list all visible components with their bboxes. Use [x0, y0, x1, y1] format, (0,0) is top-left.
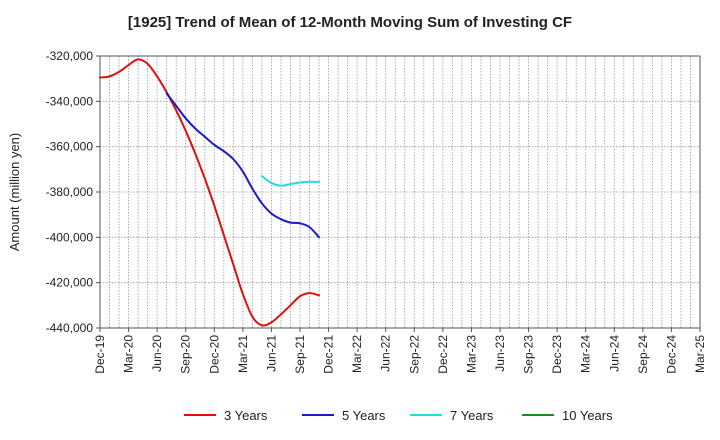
y-tick-label: -440,000 — [46, 321, 94, 335]
x-tick-label: Jun-23 — [493, 335, 507, 372]
x-tick-label: Dec-22 — [436, 335, 450, 374]
y-tick-label: -340,000 — [46, 94, 94, 108]
x-tick-label: Dec-24 — [664, 335, 678, 374]
chart-title: [1925] Trend of Mean of 12-Month Moving … — [128, 14, 572, 31]
x-tick-label: Mar-21 — [236, 335, 250, 373]
y-tick-label: -380,000 — [46, 185, 94, 199]
x-tick-label: Mar-25 — [693, 335, 707, 373]
series-group — [99, 58, 321, 327]
x-tick-label: Jun-21 — [264, 335, 278, 372]
legend-label: 10 Years — [562, 408, 613, 423]
x-tick-label: Mar-24 — [579, 335, 593, 373]
x-axis: Dec-19 Mar-20 Jun-20 Sep-20 Dec-20 Mar-21 Jun-… — [93, 328, 707, 374]
y-tick-label: -400,000 — [46, 230, 94, 244]
y-tick-label: -320,000 — [46, 49, 94, 63]
series-line-3-years — [99, 58, 321, 327]
x-tick-label: Dec-20 — [207, 335, 221, 374]
x-tick-label: Dec-23 — [550, 335, 564, 374]
x-tick-label: Jun-20 — [150, 335, 164, 372]
x-tick-label: Mar-22 — [350, 335, 364, 373]
y-tick-label: -360,000 — [46, 140, 94, 154]
legend-label: 5 Years — [342, 408, 386, 423]
series-line-7-years — [260, 175, 321, 187]
x-tick-label: Mar-23 — [464, 335, 478, 373]
x-tick-label: Jun-22 — [379, 335, 393, 372]
series-line-5-years — [165, 92, 321, 239]
legend-label: 7 Years — [450, 408, 494, 423]
x-tick-label: Sep-23 — [522, 335, 536, 374]
x-tick-label: Sep-21 — [293, 335, 307, 374]
x-tick-label: Dec-19 — [93, 335, 107, 374]
grid — [100, 55, 700, 329]
x-tick-label: Sep-22 — [407, 335, 421, 374]
x-tick-label: Jun-24 — [607, 335, 621, 372]
x-tick-label: Mar-20 — [122, 335, 136, 373]
y-tick-label: -420,000 — [46, 276, 94, 290]
x-tick-label: Sep-20 — [179, 335, 193, 374]
legend: 3 Years 5 Years 7 Years 10 Years — [184, 408, 613, 423]
x-tick-label: Sep-24 — [636, 335, 650, 374]
legend-label: 3 Years — [224, 408, 268, 423]
x-tick-label: Dec-21 — [322, 335, 336, 374]
y-axis: -440,000 -420,000 -400,000 -380,000 -360,000… — [46, 49, 100, 335]
y-axis-label: Amount (million yen) — [7, 133, 22, 252]
